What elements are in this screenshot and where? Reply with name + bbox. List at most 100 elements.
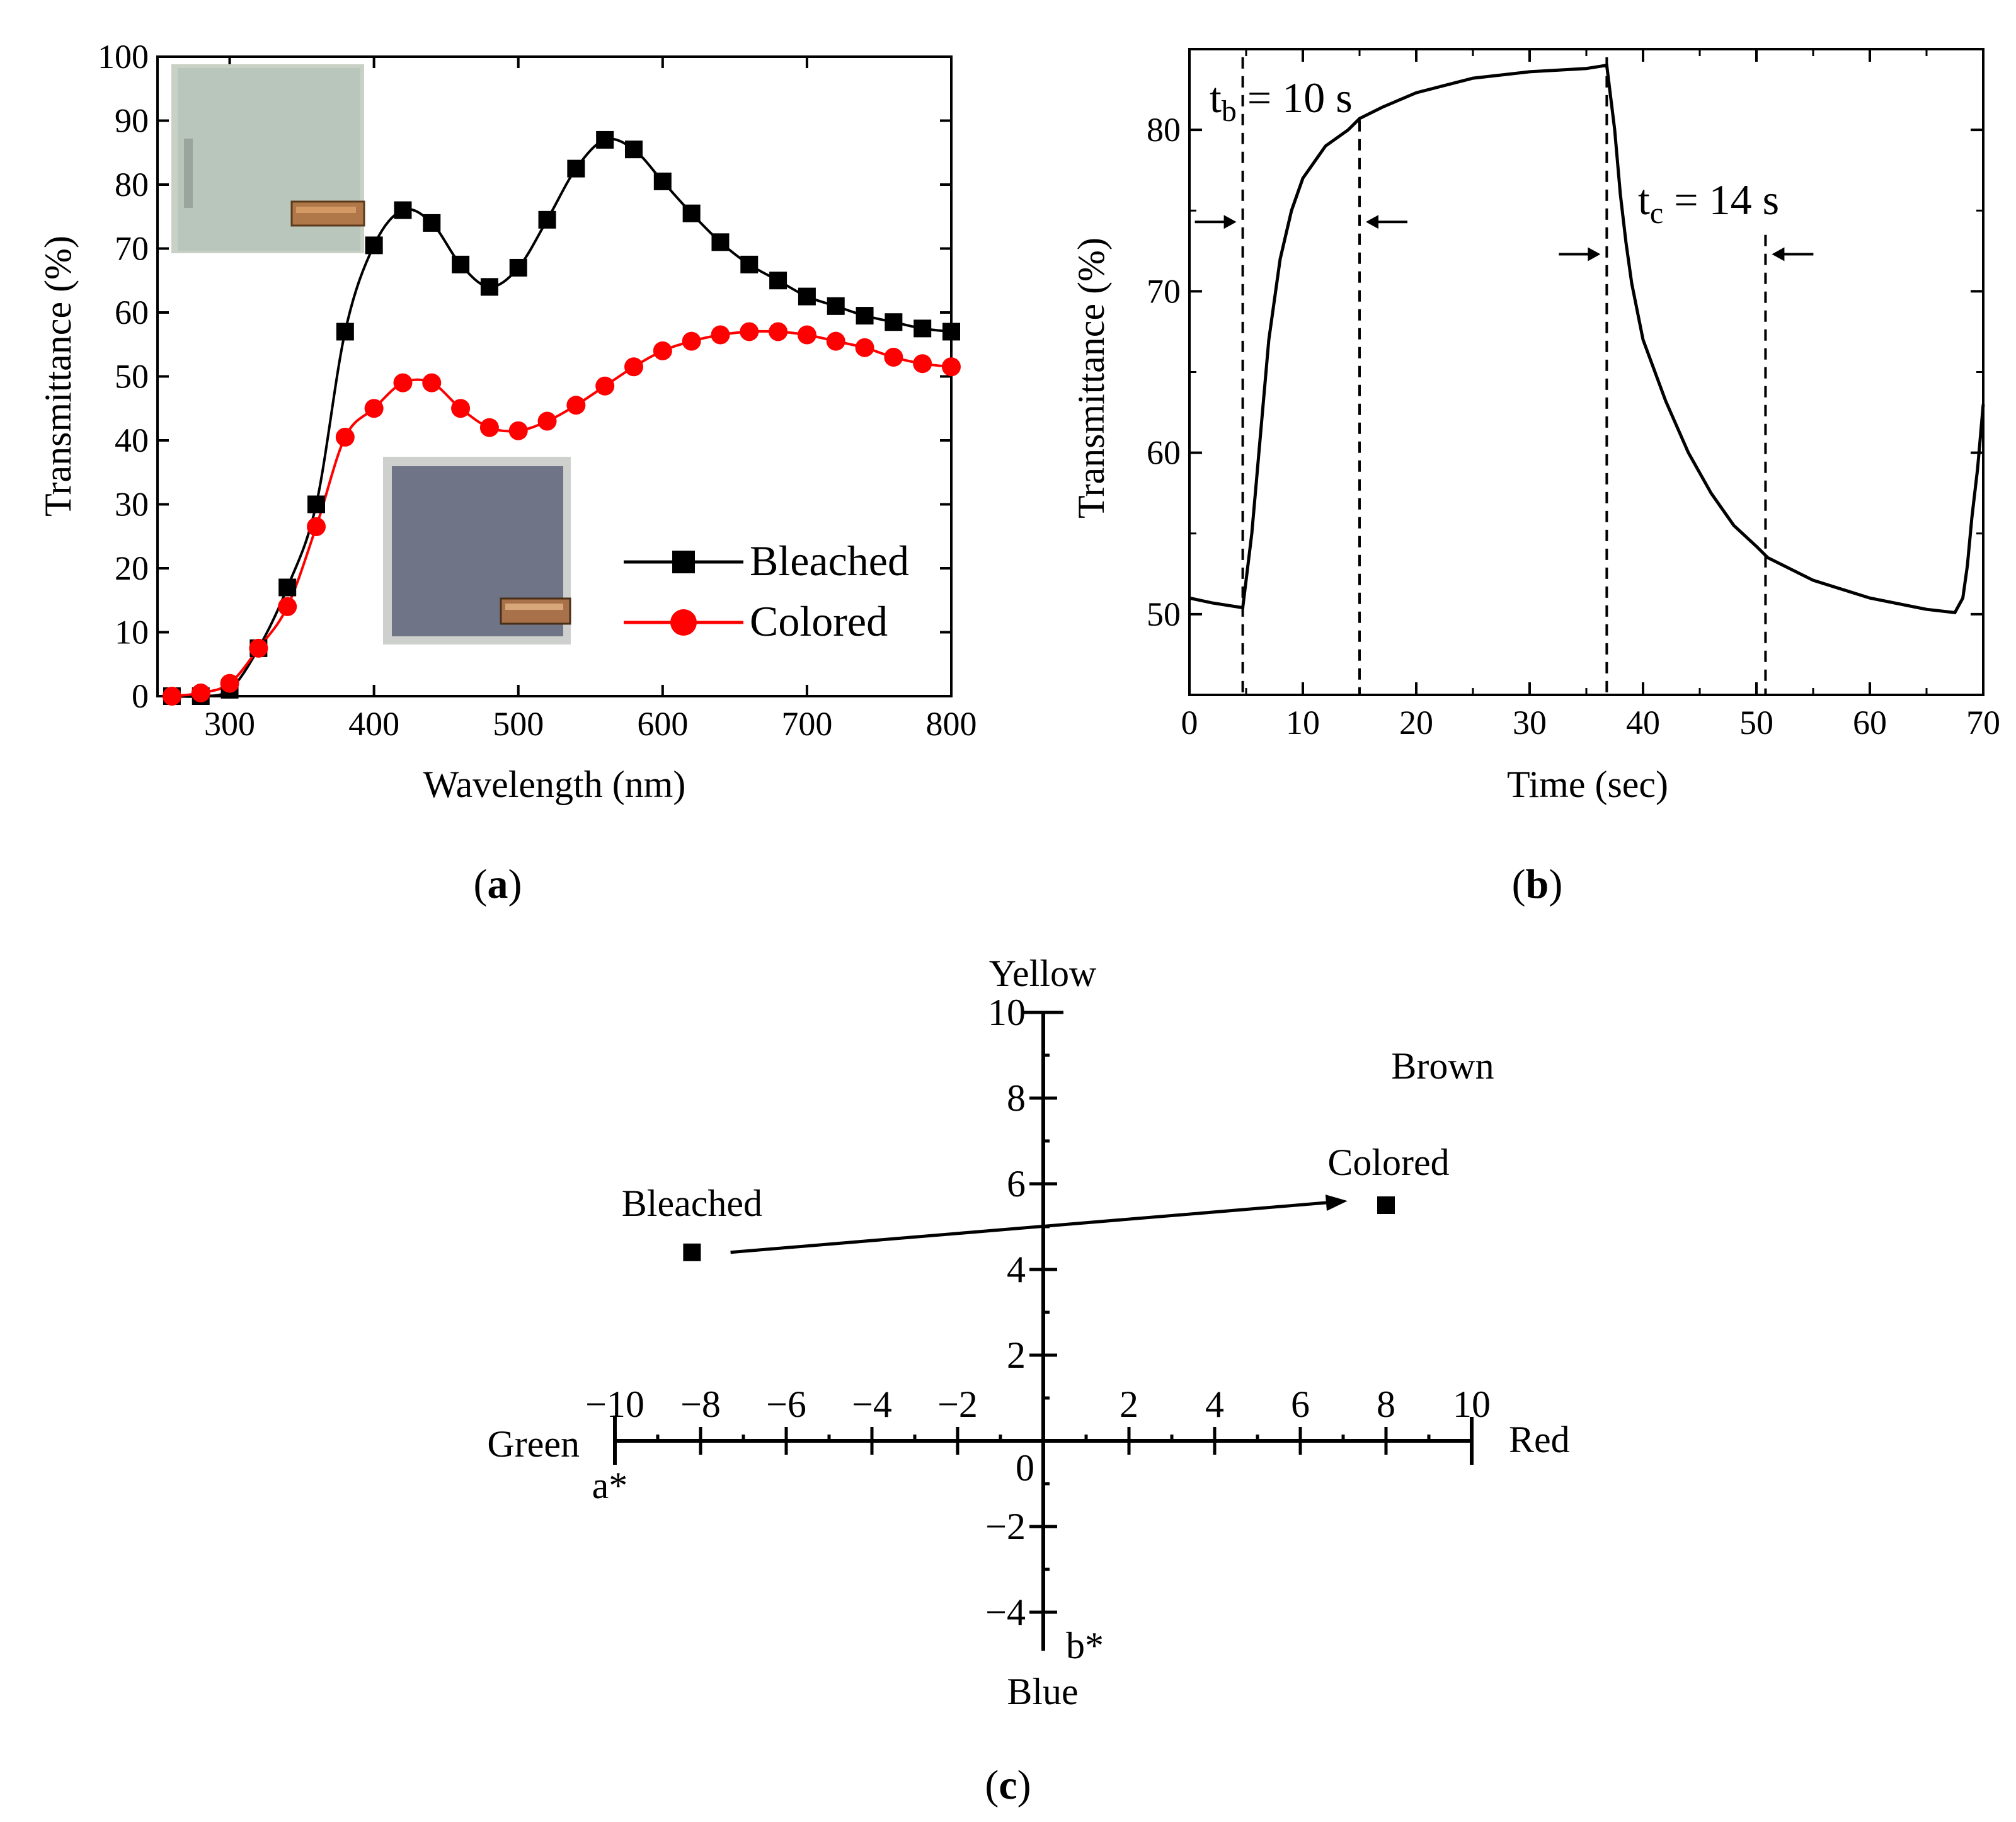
data-point-bleached [567, 159, 585, 178]
data-point-colored [826, 331, 845, 351]
direction-label-yellow: Yellow [989, 953, 1097, 994]
panel-a-y-tick-label: 70 [115, 230, 149, 268]
panel-b-x-tick-label: 40 [1626, 704, 1660, 742]
panel-a-x-tick-label: 500 [493, 705, 544, 743]
data-point-bleached [740, 255, 759, 273]
point-label-colored: Colored [1327, 1142, 1449, 1183]
annotation-coloring-time: tc = 14 s [1638, 176, 1779, 230]
a-star-tick-label: −8 [680, 1384, 721, 1425]
data-point-bleached [942, 323, 960, 341]
panel-a-y-tick-label: 20 [115, 549, 149, 587]
panel-a-y-axis-label: Transmittance (%) [37, 236, 79, 517]
panel-c-points: Bleached Colored [622, 1142, 1450, 1261]
data-point-colored [711, 325, 730, 345]
data-point-colored [537, 411, 557, 431]
region-label-brown: Brown [1391, 1045, 1494, 1087]
legend-marker-colored [670, 609, 697, 636]
arrow-shaft [730, 1201, 1327, 1254]
panel-b-ticks [1188, 48, 1984, 696]
a-star-tick-label: −10 [585, 1384, 644, 1425]
marker-arrow-head [1772, 247, 1785, 261]
data-point-colored [566, 396, 586, 415]
direction-label-green: Green [487, 1423, 580, 1465]
panel-c-caption: (c) [985, 1762, 1031, 1808]
panel-a-y-tick-label: 80 [115, 166, 149, 203]
inset-photo-colored-sample [383, 457, 571, 645]
panel-a-x-tick-label: 700 [781, 705, 832, 743]
data-point-bleached [827, 297, 845, 315]
a-star-tick-label: 8 [1377, 1384, 1395, 1425]
b-star-axis-label: b* [1066, 1625, 1104, 1666]
bleached-to-colored-arrow [730, 1195, 1348, 1254]
panel-b-x-tick-label: 20 [1399, 704, 1433, 742]
panel-a-x-tick-label: 800 [926, 705, 977, 743]
panel-a-series-markers [162, 130, 961, 706]
data-point-bleached [423, 214, 441, 232]
marker-arrow-head [1366, 215, 1378, 229]
a-star-tick-label: −6 [766, 1384, 806, 1425]
data-point-bleached [480, 278, 498, 296]
data-point-colored [307, 517, 326, 537]
panel-b-plot-frame [1188, 48, 1984, 696]
a-star-tick-label: 4 [1205, 1384, 1224, 1425]
panel-b-y-tick-label: 80 [1147, 111, 1181, 149]
data-point-bleached [278, 578, 297, 597]
panel-b-y-tick-label: 70 [1147, 272, 1181, 310]
data-point-bleached [798, 287, 816, 306]
data-point-bleached [711, 233, 730, 251]
data-point-bleached [682, 204, 701, 222]
data-point-colored [797, 325, 816, 345]
data-point-bleached [914, 319, 932, 338]
panel-a-y-tick-label: 60 [115, 294, 149, 331]
point-label-bleached: Bleached [622, 1183, 762, 1224]
b-star-tick-label: −4 [985, 1591, 1026, 1633]
data-point-bleached [452, 255, 470, 273]
legend-marker-bleached [672, 551, 695, 573]
b-star-tick-label: 8 [1007, 1077, 1026, 1119]
point-bleached [683, 1243, 701, 1261]
a-star-tick-label: 6 [1291, 1384, 1310, 1425]
a-star-tick-label: −2 [937, 1384, 978, 1425]
point-colored [1377, 1196, 1395, 1214]
legend: Bleached Colored [624, 537, 909, 645]
data-point-bleached [365, 236, 383, 255]
a-star-tick-label: −4 [852, 1384, 892, 1425]
data-point-colored [740, 322, 759, 341]
marker-arrow-head [1588, 247, 1601, 261]
panel-b-time-markers [1194, 57, 1814, 695]
panel-b-y-axis-label: Transmittance (%) [1070, 238, 1112, 519]
data-point-bleached [307, 495, 325, 513]
panel-b-x-tick-label: 70 [1966, 704, 2000, 742]
legend-label-bleached: Bleached [750, 537, 909, 585]
panel-a-x-axis-label: Wavelength (nm) [423, 764, 686, 805]
data-point-bleached [538, 210, 556, 229]
data-point-colored [422, 373, 442, 392]
data-point-colored [278, 597, 297, 616]
data-point-bleached [769, 272, 788, 290]
panel-b-transmittance-curve [1189, 63, 1985, 614]
panel-b-caption: (b) [1512, 861, 1563, 907]
panel-b-y-tick-label: 50 [1147, 595, 1181, 633]
data-point-colored [162, 687, 181, 706]
data-point-colored [479, 418, 499, 437]
legend-label-colored: Colored [750, 597, 888, 645]
data-point-bleached [653, 172, 672, 190]
data-point-bleached [885, 313, 903, 331]
panel-a-x-tick-label: 400 [348, 705, 399, 743]
data-point-colored [653, 341, 672, 360]
data-point-bleached [596, 130, 614, 149]
panel-a-x-tick-label: 600 [637, 705, 688, 743]
a-star-tick-label: 2 [1120, 1384, 1138, 1425]
data-point-colored [220, 673, 239, 693]
data-point-bleached [856, 307, 874, 325]
panel-a-y-tick-label: 0 [132, 677, 149, 715]
panel-b-y-tick-label: 60 [1147, 434, 1181, 472]
panel-a-tick-labels: 300 400 500 600 700 800 0 10 20 30 40 50 60 70 80 90 100 [98, 38, 977, 743]
direction-label-red: Red [1509, 1419, 1570, 1460]
panel-b-x-tick-label: 60 [1853, 704, 1887, 742]
direction-label-blue: Blue [1007, 1671, 1078, 1712]
data-point-colored [913, 354, 932, 374]
data-point-colored [364, 399, 384, 418]
data-point-bleached [625, 140, 643, 159]
